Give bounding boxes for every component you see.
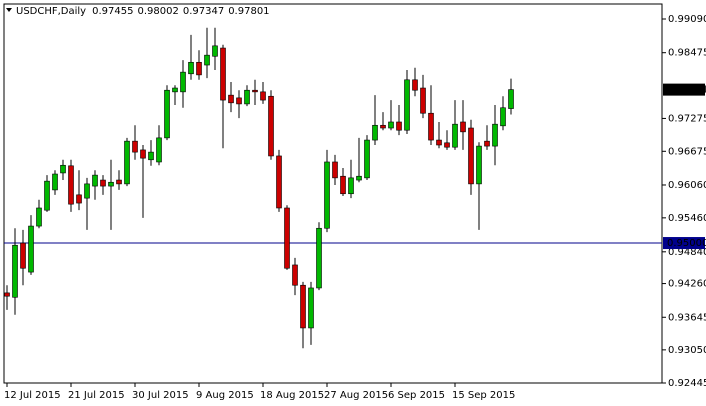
- candle-body: [180, 71, 186, 93]
- candle-body: [36, 207, 42, 227]
- candle-body: [468, 127, 474, 185]
- candle-body: [68, 165, 74, 205]
- x-tick-label: 12 Jul 2015: [4, 390, 61, 401]
- candle-body: [132, 140, 138, 153]
- level-label: 0.95000: [667, 238, 706, 249]
- candle-body: [44, 180, 50, 211]
- candle-body: [196, 61, 202, 76]
- candle-body: [156, 137, 162, 163]
- header-close: 0.97801: [228, 6, 269, 17]
- candle-body: [380, 124, 386, 129]
- candle-body: [476, 145, 482, 185]
- candle-body: [356, 175, 362, 181]
- x-tick-label: 30 Jul 2015: [132, 390, 189, 401]
- candle-body: [84, 183, 90, 199]
- candle-body: [420, 87, 426, 114]
- x-tick-label: 15 Sep 2015: [452, 390, 515, 401]
- candle-body: [100, 179, 106, 187]
- candle-body: [332, 161, 338, 179]
- candle-body: [108, 181, 114, 187]
- candle-body: [428, 112, 434, 141]
- x-tick-label: 27 Aug 2015: [324, 390, 388, 401]
- candle-body: [20, 242, 26, 269]
- y-tick-label: 0.93645: [668, 312, 706, 323]
- y-tick-label: 0.95460: [668, 213, 706, 224]
- plot-frame: [3, 3, 663, 384]
- candle-body: [12, 244, 18, 298]
- candle-body: [388, 121, 394, 129]
- price-label: 0.97801: [667, 85, 706, 96]
- candle-body: [492, 123, 498, 147]
- candle-body: [116, 179, 122, 185]
- candle-body: [404, 79, 410, 131]
- y-tick-label: 0.97275: [668, 113, 706, 124]
- x-tick-label: 18 Aug 2015: [260, 390, 324, 401]
- x-tick-label: 21 Jul 2015: [68, 390, 125, 401]
- y-tick-label: 0.92445: [668, 378, 706, 389]
- candle-body: [124, 140, 130, 185]
- candle-body: [188, 61, 194, 75]
- candle-body: [460, 121, 466, 133]
- x-tick-label: 9 Aug 2015: [196, 390, 254, 401]
- y-tick-label: 0.96675: [668, 146, 706, 157]
- candle-body: [164, 89, 170, 139]
- candle-body: [76, 194, 82, 204]
- candle-body: [300, 284, 306, 329]
- candle-body: [340, 175, 346, 195]
- candle-body: [348, 177, 354, 195]
- menu-triangle: [6, 8, 12, 12]
- candle-body: [292, 264, 298, 286]
- candle-body: [324, 161, 330, 229]
- level-label-box: [663, 237, 705, 250]
- candle-body: [244, 89, 250, 105]
- candle-body: [236, 97, 242, 105]
- candle-body: [316, 227, 322, 289]
- chart-header: USDCHF,Daily 0.97455 0.98002 0.97347 0.97801: [16, 6, 270, 17]
- y-tick-label: 0.93050: [668, 345, 706, 356]
- candle-body: [372, 124, 378, 141]
- y-tick-label: 0.94260: [668, 279, 706, 290]
- y-tick-label: 0.96060: [668, 180, 706, 191]
- candle-body: [4, 292, 10, 297]
- candle-body: [92, 174, 98, 187]
- candle-body: [28, 225, 34, 273]
- candle-body: [52, 173, 58, 191]
- candle-body: [444, 142, 450, 148]
- candle-body: [276, 155, 282, 209]
- y-tick-label: 0.99090: [668, 14, 706, 25]
- candle-body: [500, 107, 506, 127]
- candle-body: [228, 94, 234, 104]
- candle-body: [172, 87, 178, 93]
- candle-body: [212, 45, 218, 57]
- candle-body: [140, 149, 146, 159]
- candle-body: [220, 47, 226, 101]
- header-open: 0.97455: [92, 6, 133, 17]
- candle-body: [452, 123, 458, 148]
- candle-body: [260, 91, 266, 101]
- chart-title: USDCHF,Daily: [16, 6, 86, 17]
- candle-body: [484, 140, 490, 147]
- candle-body: [148, 151, 154, 161]
- candle-body: [204, 54, 210, 66]
- header-high: 0.98002: [137, 6, 178, 17]
- candle-body: [412, 79, 418, 91]
- candle-body: [436, 139, 442, 146]
- candle-body: [268, 95, 274, 157]
- price-label-box: [663, 83, 705, 96]
- candle-body: [252, 89, 258, 93]
- candle-body: [60, 164, 66, 174]
- candle-body: [308, 287, 314, 329]
- candle-body: [508, 89, 514, 109]
- y-tick-label: 0.98475: [668, 48, 706, 59]
- candle-body: [284, 207, 290, 269]
- header-low: 0.97347: [183, 6, 224, 17]
- candle-body: [364, 139, 370, 179]
- candle-body: [396, 121, 402, 131]
- x-tick-label: 6 Sep 2015: [388, 390, 445, 401]
- y-tick-label: 0.94840: [668, 247, 706, 258]
